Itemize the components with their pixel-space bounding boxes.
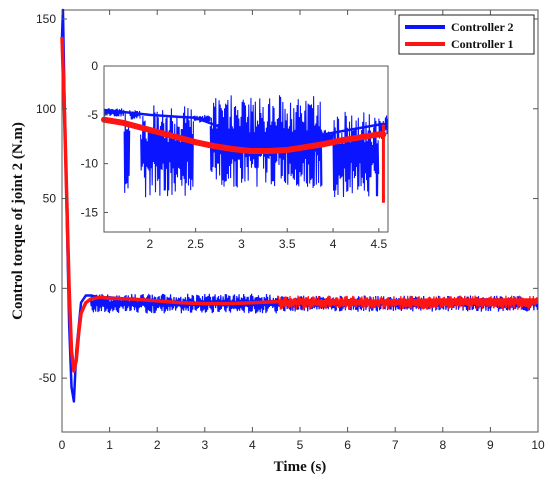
x-tick-label-9: 9 bbox=[487, 438, 494, 452]
main-series-group bbox=[60, 8, 539, 403]
inset-y-tick-label-3: -15 bbox=[81, 205, 99, 219]
legend-label-controller-2: Controller 2 bbox=[451, 20, 514, 34]
inset-x-tick-label-1: 2.5 bbox=[187, 237, 204, 251]
inset-y-tick-label-1: -5 bbox=[87, 108, 98, 122]
inset-line-controller-1 bbox=[101, 116, 387, 154]
inset-frame bbox=[103, 65, 389, 233]
x-tick-label-0: 0 bbox=[59, 438, 66, 452]
y-tick-label-4: 150 bbox=[36, 12, 56, 26]
inset-x-tick-label-3: 3.5 bbox=[279, 237, 296, 251]
x-tick-label-5: 5 bbox=[297, 438, 304, 452]
x-tick-label-4: 4 bbox=[249, 438, 256, 452]
legend-box bbox=[398, 14, 535, 55]
inset-x-tick-label-5: 4.5 bbox=[370, 237, 387, 251]
x-tick-label-7: 7 bbox=[392, 438, 399, 452]
y-tick-label-3: 100 bbox=[36, 102, 56, 116]
x-tick-label-3: 3 bbox=[201, 438, 208, 452]
inset-x-tick-label-2: 3 bbox=[238, 237, 245, 251]
inset-y-tick-label-2: -10 bbox=[81, 157, 99, 171]
y-tick-label-0: -50 bbox=[39, 371, 57, 385]
inset-y-tick-label-0: 0 bbox=[91, 59, 98, 73]
y-tick-label-1: 0 bbox=[49, 281, 56, 295]
inset-line-controller-2 bbox=[103, 108, 388, 141]
inset-chatter-controller-2-1 bbox=[123, 113, 131, 193]
legend-label-controller-1: Controller 1 bbox=[451, 37, 514, 51]
inset-series-group bbox=[101, 95, 389, 203]
x-tick-label-10: 10 bbox=[531, 438, 545, 452]
inset-chatter-controller-2-5 bbox=[209, 95, 323, 188]
main-line-controller-1 bbox=[60, 36, 538, 373]
y-tick-label-2: 50 bbox=[43, 192, 57, 206]
legend: Controller 2 Controller 1 bbox=[398, 14, 535, 55]
inset-x-tick-label-0: 2 bbox=[146, 237, 153, 251]
x-tick-label-8: 8 bbox=[439, 438, 446, 452]
x-tick-label-1: 1 bbox=[106, 438, 113, 452]
inset-ticks-group: 2 2.5 3 3.5 4 4.5 0 -5 -10 -15 bbox=[81, 59, 388, 251]
x-tick-label-6: 6 bbox=[344, 438, 351, 452]
inset-chatter-controller-2-7 bbox=[332, 111, 380, 197]
y-axis-label: Control torque of joint 2 (N.m) bbox=[10, 122, 26, 320]
inset-x-tick-label-4: 4 bbox=[330, 237, 337, 251]
x-tick-label-2: 2 bbox=[154, 438, 161, 452]
x-axis-label: Time (s) bbox=[274, 459, 327, 475]
